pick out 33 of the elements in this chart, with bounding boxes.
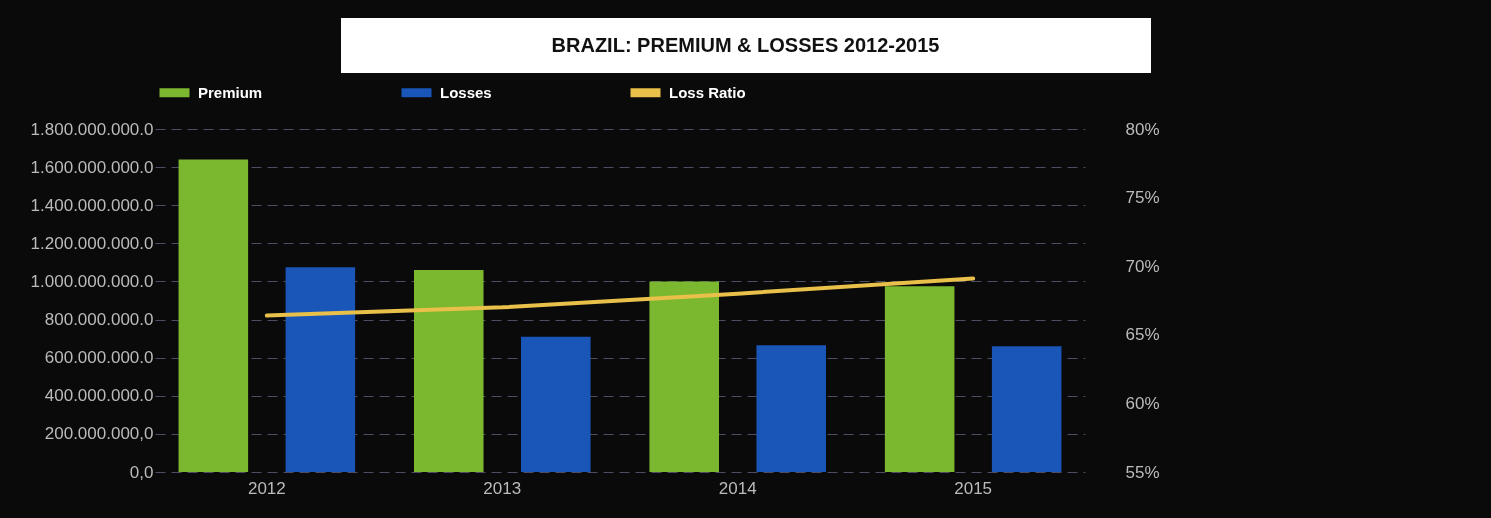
y2-tick-label: 55% <box>1125 462 1160 482</box>
bar <box>991 346 1062 472</box>
y-tick-label: 0,0 <box>129 462 154 482</box>
y2-tick-label: 75% <box>1125 188 1160 208</box>
x-tick-label: 2012 <box>247 478 286 498</box>
bar <box>285 267 356 472</box>
bar <box>649 281 719 472</box>
x-tick-label: 2013 <box>483 478 522 498</box>
y2-tick-label: 70% <box>1125 256 1160 276</box>
bar <box>413 270 484 472</box>
y-tick-label: 1.000.000.000.0 <box>30 271 154 291</box>
legend-label: Loss Ratio <box>669 83 746 101</box>
y-tick-label: 800.000.000.0 <box>44 310 154 330</box>
legend-label: Premium <box>198 83 263 101</box>
y2-tick-label: 65% <box>1125 325 1160 345</box>
bar <box>178 159 249 472</box>
y2-tick-label: 80% <box>1125 119 1160 139</box>
y-tick-label: 1.600.000.000.0 <box>30 157 154 177</box>
x-tick-label: 2015 <box>954 478 993 498</box>
y-tick-label: 400.000.000.0 <box>44 386 154 406</box>
y-tick-label: 1.200.000.000.0 <box>30 233 154 253</box>
bar <box>521 336 591 472</box>
y-tick-label: 1.800.000.000.0 <box>30 119 154 139</box>
line-series <box>264 276 976 318</box>
y-tick-label: 1.400.000.000.0 <box>30 195 154 215</box>
y-tick-label: 600.000.000.0 <box>44 348 154 368</box>
bar <box>756 345 827 472</box>
y2-tick-label: 60% <box>1125 393 1160 413</box>
chart-title: BRAZIL: PREMIUM & LOSSES 2012-2015 <box>340 18 1151 73</box>
y-tick-label: 200.000.000,0 <box>44 424 154 444</box>
legend-label: Losses <box>440 83 492 101</box>
x-tick-label: 2014 <box>718 478 757 498</box>
bar <box>884 286 955 472</box>
